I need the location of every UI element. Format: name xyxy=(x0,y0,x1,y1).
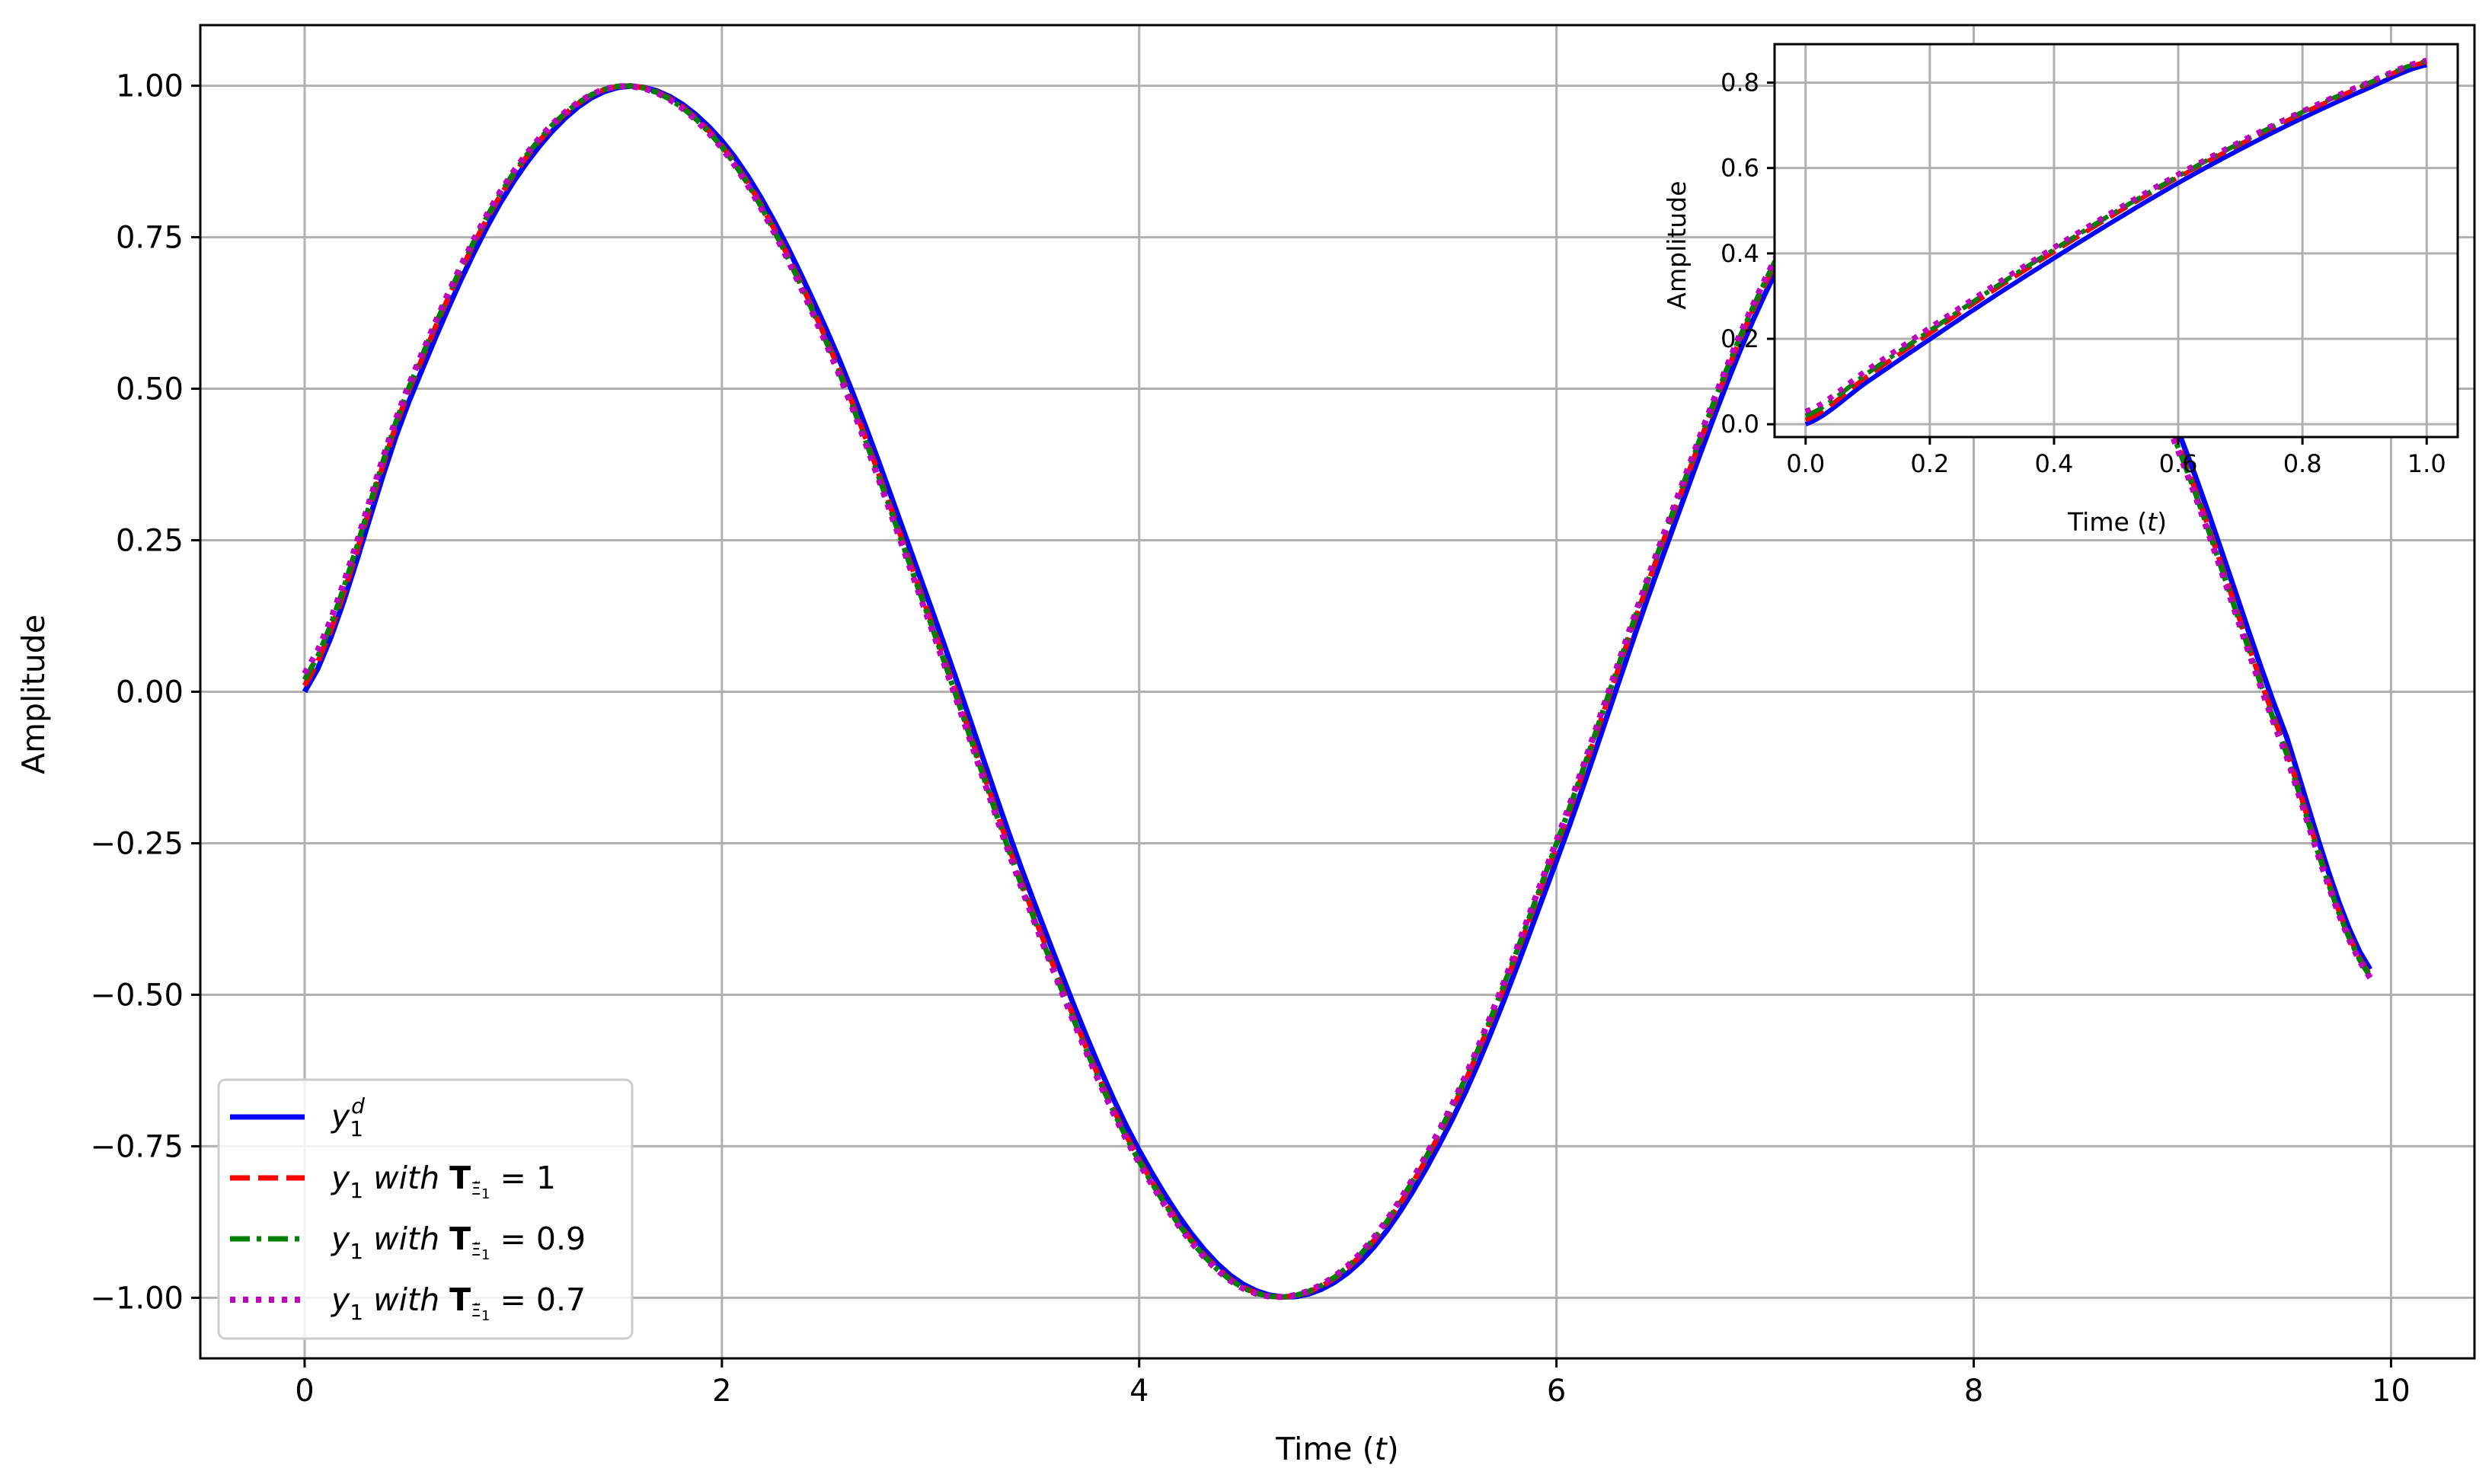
y-tick-label: −0.25 xyxy=(90,826,184,861)
y-tick-label: 0.25 xyxy=(116,524,184,559)
inset-x-axis-label: Time (t) xyxy=(2067,507,2167,537)
main-y-ticks: 1.00 0.75 0.50 0.25 0.00 −0.25 −0.50 −0.75 −1.00 xyxy=(90,69,200,1316)
legend: y1d y1 with TΞ̃1 = 1 y1 with TΞ̃1 = 0.9 … xyxy=(217,1078,634,1340)
y-tick-label: 0.50 xyxy=(116,372,184,407)
inset-background xyxy=(1775,44,2458,437)
y-tick-label: −1.00 xyxy=(90,1281,184,1316)
legend-label-t1: y1 with TΞ̃1 = 1 xyxy=(330,1160,556,1203)
legend-label-t07: y1 with TΞ̃1 = 0.7 xyxy=(330,1281,586,1325)
inset-axes: 0.0 0.2 0.4 0.6 0.8 1.0 0.0 0.2 0.4 0.6 0.8 Time … xyxy=(1662,43,2459,537)
inset-x-ticks: 0.0 0.2 0.4 0.6 0.8 1.0 xyxy=(1786,437,2446,478)
y-tick-label: 0.00 xyxy=(116,675,184,710)
legend-box xyxy=(217,1078,634,1340)
y-tick-label: 0.4 xyxy=(1720,239,1759,268)
main-x-ticks: 0 2 4 6 8 10 xyxy=(295,1358,2411,1409)
x-tick-label: 4 xyxy=(1129,1374,1149,1409)
series-line-2 xyxy=(302,83,2372,1300)
legend-label-y1d: y1d xyxy=(330,1093,365,1141)
main-y-axis-label: Amplitude xyxy=(15,614,52,774)
inset-y-axis-label: Amplitude xyxy=(1662,180,1692,309)
x-tick-label: 0.8 xyxy=(2283,449,2322,478)
main-x-axis-label: Time (t) xyxy=(1275,1431,1398,1467)
x-tick-label: 0 xyxy=(295,1374,314,1409)
x-tick-label: 1.0 xyxy=(2407,449,2446,478)
x-tick-label: 6 xyxy=(1547,1374,1566,1409)
x-tick-label: 0.4 xyxy=(2035,449,2074,478)
y-tick-label: −0.75 xyxy=(90,1129,184,1164)
inset-y-ticks: 0.0 0.2 0.4 0.6 0.8 xyxy=(1720,68,1775,439)
x-tick-label: 10 xyxy=(2372,1374,2411,1409)
x-tick-label: 0.2 xyxy=(1910,449,1949,478)
y-tick-label: 1.00 xyxy=(116,69,184,104)
inset-plot-lines xyxy=(1804,57,2427,426)
y-tick-label: 0.8 xyxy=(1720,68,1759,97)
main-grid xyxy=(200,25,2474,1358)
y-tick-label: −0.50 xyxy=(90,978,184,1013)
y-tick-label: 0.75 xyxy=(116,221,184,256)
x-tick-label: 0.0 xyxy=(1786,449,1825,478)
y-tick-label: 0.2 xyxy=(1720,324,1759,353)
y-tick-label: 0.0 xyxy=(1720,410,1759,439)
legend-label-t09: y1 with TΞ̃1 = 0.9 xyxy=(330,1221,586,1264)
x-tick-label: 0.6 xyxy=(2159,449,2198,478)
series-line-2 xyxy=(1804,59,2427,418)
series-line-0 xyxy=(1804,62,2427,426)
main-axes: 0 2 4 6 8 10 1.00 0.75 0.50 0.25 0.00 −0.25 −0.50 −0… xyxy=(15,24,2476,1467)
inset-grid xyxy=(1775,44,2458,437)
series-line-3 xyxy=(302,83,2373,1300)
x-tick-label: 8 xyxy=(1964,1374,1983,1409)
inset-axes-frame xyxy=(1773,43,2459,439)
y-tick-label: 0.6 xyxy=(1720,154,1759,183)
x-tick-label: 2 xyxy=(712,1374,731,1409)
